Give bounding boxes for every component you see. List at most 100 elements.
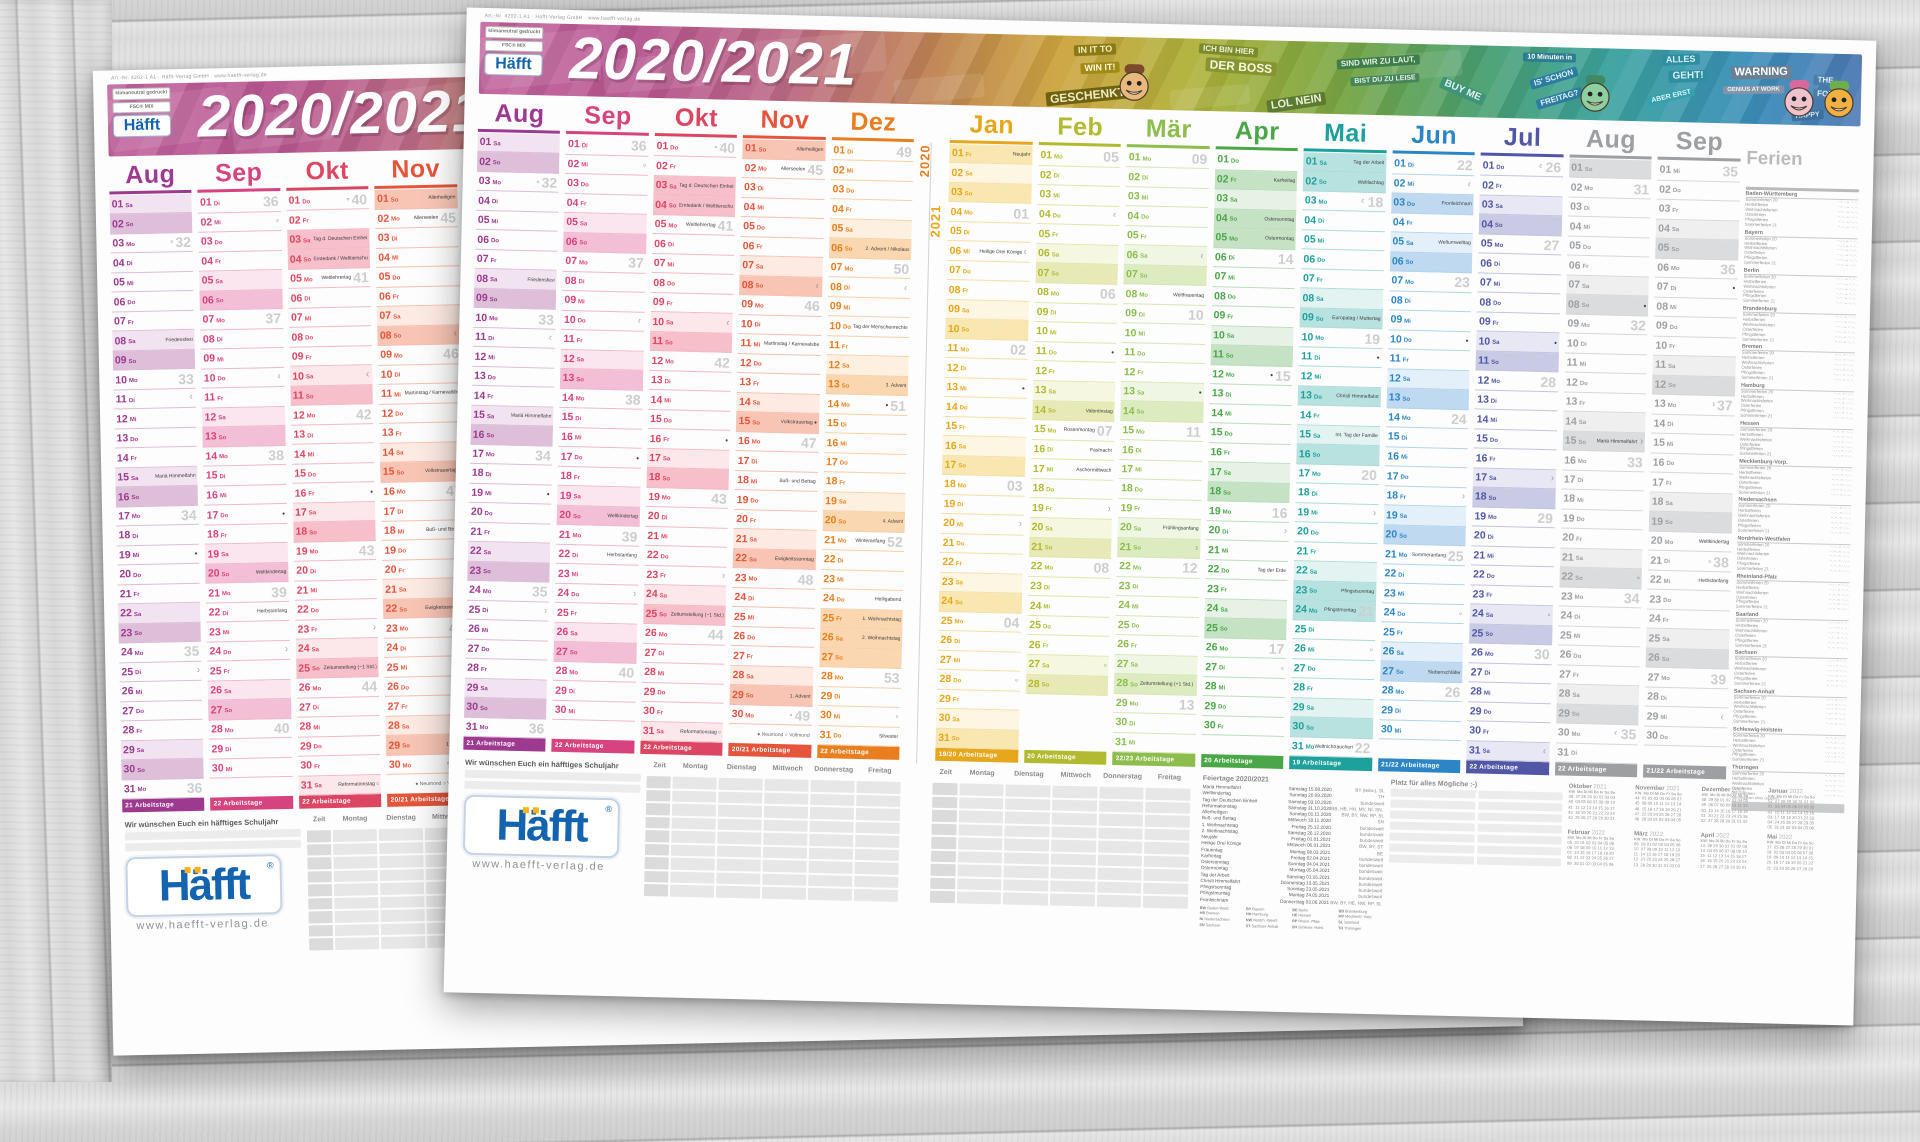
week-number: 22 (1456, 157, 1473, 174)
week-number: 37 (628, 254, 644, 272)
day-number: 26 (210, 684, 223, 697)
day-weekday: Sa (1130, 662, 1138, 669)
day-weekday: Sa (1051, 252, 1060, 259)
day-weekday: Sa (838, 499, 847, 507)
timetable-cell (764, 792, 809, 805)
day-row: 18 Mi Buß- und Bettag (734, 470, 818, 493)
timetable-cell (930, 850, 956, 863)
day-weekday: Do (223, 649, 232, 656)
day-note: Fronleichnam (1441, 200, 1472, 208)
day-number: 22 (1561, 570, 1574, 584)
day-row: 18 Mi Buß- und Bettag (381, 519, 465, 542)
day-weekday: Di (1404, 299, 1411, 306)
day-note: Tag d. Deutschen Einheit (312, 235, 368, 243)
week-number: 45 (440, 209, 457, 226)
mini-year: 2022 (1778, 834, 1793, 841)
day-weekday: Di (309, 569, 317, 576)
day-weekday: So (838, 519, 847, 526)
day-weekday: Mo (1129, 701, 1139, 708)
day-number: 05 (654, 218, 667, 231)
day-number: 10 (947, 322, 960, 335)
day-number: 03 (743, 181, 756, 194)
day-number: 13 (1034, 384, 1047, 397)
wish-text: Wir wünschen Euch ein häfftiges Schuljah… (124, 817, 279, 830)
day-number: 29 (1292, 700, 1305, 714)
day-weekday: Do (842, 324, 852, 331)
day-number: 10 (1566, 337, 1579, 350)
day-weekday: Fr (1310, 549, 1317, 557)
ferien-dates: ··.··. – ··.··. (1827, 644, 1849, 650)
day-weekday: Sa (955, 580, 963, 587)
day-number: 14 (561, 391, 574, 405)
day-number: 24 (209, 645, 222, 658)
day-weekday: Sa (1492, 339, 1500, 347)
day-weekday: So (1219, 626, 1228, 633)
day-number: 06 (378, 290, 391, 303)
day-number: 30 (554, 703, 567, 717)
day-weekday: Do (1052, 212, 1061, 220)
day-weekday: Sa (1048, 389, 1056, 396)
day-number: 23 (469, 564, 482, 577)
mini-month: Februar (1567, 829, 1591, 836)
day-weekday: Sa (1136, 389, 1145, 397)
week-number: 47 (800, 434, 817, 451)
day-weekday: So (1494, 222, 1503, 230)
day-weekday: Mi (222, 630, 230, 637)
publisher-block: Wir wünschen Euch ein häfftiges Schuljah… (462, 758, 641, 874)
day-weekday: Mi (846, 168, 854, 175)
timetable-cell (1003, 865, 1049, 878)
day-weekday: Do (1397, 611, 1406, 618)
day-weekday: Di (664, 378, 671, 385)
umlaut-dot (522, 807, 529, 814)
day-number: 27 (1028, 658, 1041, 671)
day-number: 11 (115, 393, 127, 406)
day-number: 11 (563, 333, 575, 346)
day-weekday: Fr (1669, 344, 1676, 351)
day-number: 31 (642, 724, 655, 737)
month-column-sep-1: Sep 01 Di 36 02 Mi ○ 03 Do 04 Fr 05 Sa 06 So 07 Mo 37 08 Di… (551, 100, 650, 757)
week-number: 38 (268, 446, 285, 464)
week-number: 41 (717, 217, 734, 235)
mini-week-row: 09 28 01 02 03 04 05 06 (1566, 860, 1614, 867)
day-weekday: Do (1224, 431, 1233, 438)
week-number: 39 (621, 527, 638, 545)
day-weekday: Di (751, 459, 758, 466)
day-note: Weltfrauentag (1172, 291, 1205, 299)
day-weekday: So (1044, 545, 1053, 552)
day-note: ○ (1708, 558, 1712, 565)
day-weekday: Sa (493, 140, 501, 148)
day-number: 23 (385, 622, 398, 635)
timetable-cell (958, 796, 1004, 810)
timetable-cell (308, 911, 333, 924)
day-number: 17 (1475, 471, 1488, 484)
month-label: Jan (969, 110, 1015, 140)
